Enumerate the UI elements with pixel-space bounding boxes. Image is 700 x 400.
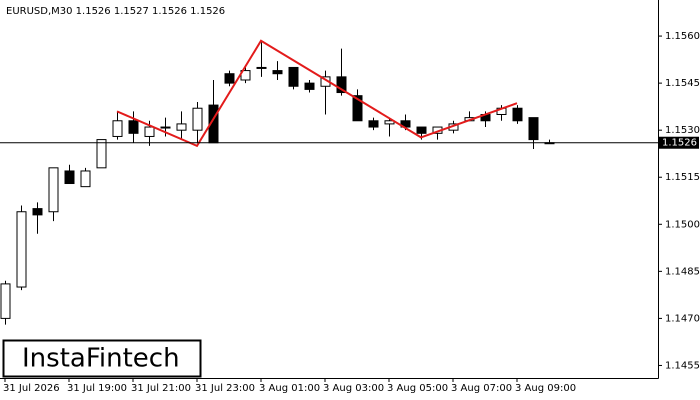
y-tick-label: 1.1530	[665, 125, 700, 136]
logo-box	[2, 339, 202, 378]
candle-body	[160, 126, 171, 129]
candle-body	[512, 107, 523, 122]
candle-body	[272, 70, 283, 75]
y-tick-label: 1.1545	[665, 78, 700, 89]
candle-body	[80, 170, 91, 188]
y-tick-label: 1.1470	[665, 313, 700, 324]
x-tick-label: 31 Jul 2026	[3, 383, 60, 394]
candle-body	[528, 117, 539, 141]
candle-body	[352, 95, 363, 122]
x-tick-label: 31 Jul 19:00	[67, 383, 127, 394]
candle-body	[176, 123, 187, 131]
candle-body	[16, 211, 27, 288]
last-price-box	[659, 136, 699, 149]
y-tick-label: 1.1485	[665, 266, 700, 277]
candle-body	[112, 120, 123, 137]
candle-body	[64, 170, 75, 185]
candle-body	[192, 107, 203, 131]
candle-body	[224, 73, 235, 84]
candle-body	[288, 66, 299, 87]
candle-body	[416, 126, 427, 134]
candle-body	[336, 76, 347, 94]
x-tick-label: 31 Jul 21:00	[131, 383, 191, 394]
candle-body	[368, 120, 379, 128]
logo: InstaFintech	[22, 344, 180, 374]
y-tick-label: 1.1515	[665, 172, 700, 183]
x-tick-label: 3 Aug 09:00	[515, 383, 576, 394]
x-tick-label: 3 Aug 01:00	[259, 383, 320, 394]
chart-title: EURUSD,M30 1.1526 1.1527 1.1526 1.1526	[6, 6, 225, 17]
candle-body	[128, 120, 139, 134]
last-price-label: 1.1526	[662, 138, 697, 149]
candle-body	[256, 66, 267, 69]
x-tick-label: 3 Aug 05:00	[387, 383, 448, 394]
y-tick-label: 1.1455	[665, 360, 700, 371]
y-tick-label: 1.1500	[665, 219, 700, 230]
candle-body	[48, 167, 59, 213]
candle-body	[144, 126, 155, 137]
candle-body	[0, 283, 11, 319]
x-tick-label: 31 Jul 23:00	[195, 383, 255, 394]
y-tick-label: 1.1560	[665, 31, 700, 42]
pattern-line	[116, 39, 518, 148]
candle-body	[384, 120, 395, 125]
x-tick-label: 3 Aug 07:00	[451, 383, 512, 394]
candle-body	[32, 208, 43, 216]
candle-body	[304, 82, 315, 90]
x-tick-label: 3 Aug 03:00	[323, 383, 384, 394]
candle-body	[96, 139, 107, 169]
